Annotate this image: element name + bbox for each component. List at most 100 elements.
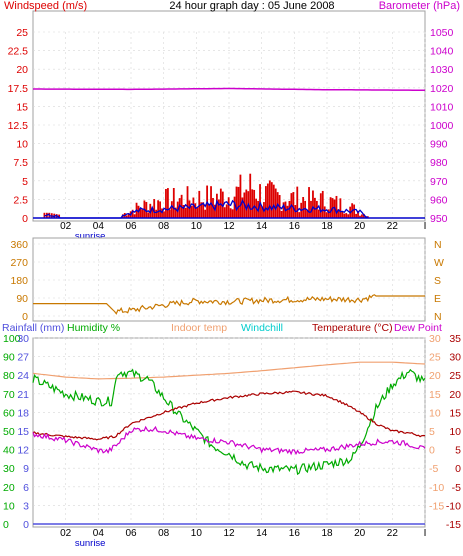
barometer-tick-label: 970 bbox=[430, 176, 448, 188]
windspeed-bar bbox=[194, 203, 197, 218]
windspeed-bar bbox=[245, 189, 248, 218]
wind-x-tick-label: 22 bbox=[387, 221, 399, 232]
windspeed-bar bbox=[58, 214, 61, 218]
windspeed-bar bbox=[212, 197, 214, 218]
compass-tick-label: E bbox=[434, 293, 441, 305]
windspeed-bar bbox=[192, 197, 195, 218]
windspeed-bar bbox=[249, 173, 252, 218]
temp-x-tick-label: 14 bbox=[256, 528, 268, 539]
windspeed-bar bbox=[306, 210, 308, 218]
temperature-tick-label: -5 bbox=[452, 482, 461, 494]
wind-x-tick-label: I bbox=[424, 221, 427, 232]
windspeed-bar bbox=[296, 186, 299, 218]
temp-panel-grid bbox=[33, 337, 426, 525]
windspeed-bar bbox=[231, 209, 234, 218]
windspeed-bar bbox=[225, 204, 228, 218]
windspeed-bar bbox=[239, 174, 242, 218]
compass-tick-label: W bbox=[434, 257, 444, 269]
windspeed-bar bbox=[223, 207, 226, 218]
windspeed-bar bbox=[327, 209, 330, 218]
windspeed-tick-label: 15 bbox=[16, 101, 28, 113]
windspeed-tick-label: 5 bbox=[22, 176, 28, 188]
windspeed-bar bbox=[147, 212, 150, 218]
windspeed-bar bbox=[329, 197, 332, 218]
windspeed-bar bbox=[208, 204, 210, 218]
rainfall-tick-label: 18 bbox=[17, 407, 29, 419]
direction-tick-label: 270 bbox=[10, 257, 28, 269]
windspeed-bar bbox=[325, 212, 328, 218]
windspeed-bar bbox=[241, 197, 244, 218]
temperature-tick-label: -15 bbox=[446, 519, 461, 531]
direction-panel-grid bbox=[33, 243, 426, 317]
barometer-tick-label: 960 bbox=[430, 194, 448, 206]
humidity-tick-label: 70 bbox=[3, 389, 15, 401]
temperature-tick-label: 5 bbox=[455, 445, 461, 457]
wind-left-axis: 25 22.5 20 17.5 15 12.5 10 7.5 5 2.5 0 bbox=[8, 27, 29, 225]
dewpoint-label: Dew Point bbox=[394, 322, 442, 334]
windspeed-bar bbox=[261, 206, 263, 218]
wind-x-tick-label: 18 bbox=[321, 221, 333, 232]
indoor-temp-tick-label: 5 bbox=[429, 426, 435, 438]
windspeed-bar bbox=[151, 208, 154, 218]
windspeed-bar bbox=[335, 195, 338, 218]
windspeed-bar bbox=[165, 188, 167, 218]
rainfall-tick-label: 15 bbox=[17, 426, 29, 438]
windspeed-bar bbox=[159, 201, 161, 218]
windspeed-bar bbox=[259, 184, 261, 218]
wind-x-tick-label: 04 bbox=[93, 221, 105, 232]
windspeed-bar bbox=[172, 187, 175, 218]
wind-x-tick-label: 06 bbox=[125, 221, 137, 232]
rainfall-tick-label: 24 bbox=[17, 370, 29, 382]
windspeed-bar bbox=[314, 197, 316, 218]
windspeed-bar bbox=[196, 207, 199, 218]
temp-x-tick-label: 20 bbox=[354, 528, 366, 539]
windspeed-tick-label: 7.5 bbox=[13, 157, 28, 169]
temperature-label: Temperature (°C) bbox=[312, 322, 393, 334]
temperature-tick-label: 30 bbox=[449, 352, 461, 364]
windspeed-bar bbox=[131, 209, 134, 218]
windspeed-bar bbox=[353, 204, 356, 218]
indoor-temp-tick-label: 20 bbox=[429, 370, 441, 382]
temp-x-tick-label: 08 bbox=[158, 528, 170, 539]
temp-x-tick-label: 10 bbox=[191, 528, 203, 539]
windspeed-bar bbox=[133, 214, 136, 218]
temperature-tick-label: 15 bbox=[449, 407, 461, 419]
wind-x-tick-label: 02 bbox=[60, 221, 72, 232]
windspeed-tick-label: 12.5 bbox=[8, 120, 29, 132]
humidity-tick-label: 0 bbox=[3, 519, 9, 531]
windspeed-bar bbox=[355, 213, 357, 218]
barometer-tick-label: 950 bbox=[430, 213, 448, 225]
windspeed-bar bbox=[174, 207, 177, 218]
humidity-tick-label: 60 bbox=[3, 407, 15, 419]
humidity-tick-label: 90 bbox=[3, 352, 15, 364]
wind-x-tick-label: 16 bbox=[289, 221, 301, 232]
windspeed-bar bbox=[163, 211, 165, 218]
windspeed-bar bbox=[321, 190, 324, 218]
humidity-tick-label: 80 bbox=[3, 370, 15, 382]
barometer-right-axis: 1050 1040 1030 1020 1010 1000 990 980 970 960 950 bbox=[430, 27, 454, 225]
windspeed-bar bbox=[292, 192, 295, 218]
temperature-tick-label: 20 bbox=[449, 389, 461, 401]
windspeed-bar bbox=[251, 189, 254, 218]
windspeed-bar bbox=[337, 209, 340, 218]
windspeed-bar bbox=[198, 190, 201, 218]
wind-x-tick-label: 20 bbox=[354, 221, 366, 232]
temperature-tick-label: 25 bbox=[449, 370, 461, 382]
humidity-line bbox=[32, 368, 426, 476]
windspeed-bar bbox=[168, 209, 171, 218]
barometer-tick-label: 1010 bbox=[430, 101, 454, 113]
windspeed-bar bbox=[280, 210, 283, 218]
temperature-line bbox=[32, 390, 426, 441]
windspeed-bar bbox=[288, 200, 291, 218]
temperature-humidity-panel: Rainfall (mm) Humidity % Indoor temp Win… bbox=[2, 322, 461, 549]
windspeed-bar bbox=[200, 202, 203, 218]
windspeed-bar bbox=[310, 200, 312, 218]
windspeed-bar bbox=[282, 202, 285, 218]
temperature-tick-label: -10 bbox=[446, 500, 461, 512]
compass-tick-label: N bbox=[434, 239, 442, 251]
indoor-temp-tick-label: -10 bbox=[429, 482, 444, 494]
windspeed-bar bbox=[363, 213, 365, 218]
windspeed-tick-label: 25 bbox=[16, 27, 28, 39]
